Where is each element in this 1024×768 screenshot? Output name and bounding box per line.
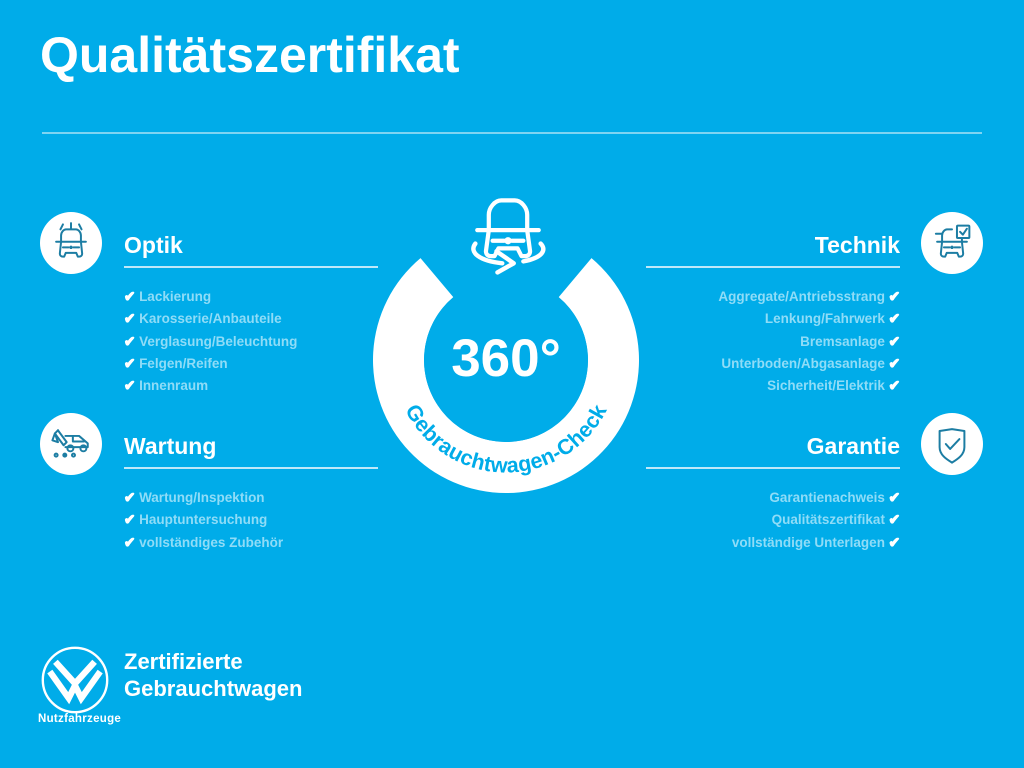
svg-text:360°: 360° xyxy=(451,329,561,388)
